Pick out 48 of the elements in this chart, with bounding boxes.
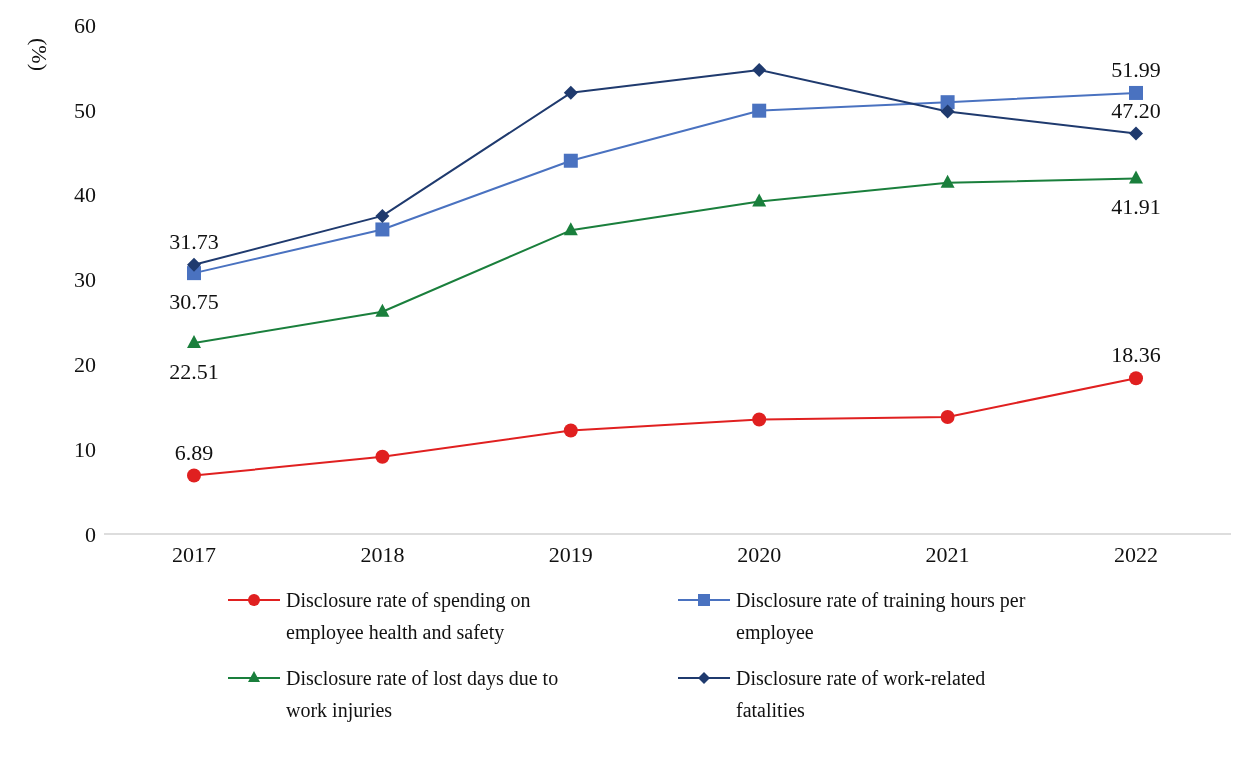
point: [752, 62, 767, 77]
y-tick-label: 10: [74, 436, 96, 462]
data-label: 31.73: [169, 228, 219, 254]
data-label: 51.99: [1111, 56, 1161, 82]
point: [1129, 170, 1143, 184]
legend-label: Disclosure rate of training hours per employee: [736, 588, 1027, 646]
x-tick-label: 2018: [360, 541, 405, 567]
data-label: 30.75: [169, 289, 219, 315]
x-tick-label: 2019: [548, 541, 593, 567]
y-tick-label: 20: [74, 352, 96, 378]
point: [563, 222, 578, 236]
data-label: 6.89: [174, 439, 214, 465]
point: [375, 303, 390, 317]
point: [375, 449, 390, 464]
point: [563, 85, 578, 100]
data-label: 47.20: [1111, 97, 1161, 123]
y-tick-label: 0: [85, 521, 96, 547]
x-tick-label: 2020: [737, 541, 782, 567]
point: [1129, 85, 1143, 100]
x-tick-label: 2022: [1114, 541, 1158, 567]
legend-label: Disclosure rate of spending on employee health and safety: [286, 588, 532, 646]
y-tick-label: 60: [74, 12, 96, 38]
point: [563, 423, 578, 438]
point: [187, 335, 201, 349]
point: [752, 412, 767, 427]
y-tick-label: 50: [74, 97, 96, 123]
point: [1129, 126, 1143, 141]
data-label: 22.51: [169, 359, 219, 385]
point: [375, 208, 390, 223]
point: [940, 104, 955, 119]
data-label: 41.91: [1111, 194, 1161, 220]
x-tick-label: 2021: [925, 541, 970, 567]
point: [187, 468, 201, 483]
y-axis-title: (%): [26, 38, 52, 71]
x-tick-label: 2017: [172, 541, 216, 567]
y-tick-label: 40: [74, 182, 96, 208]
point: [940, 409, 955, 424]
point: [752, 103, 767, 118]
legend-label: Disclosure rate of lost days due to work injuries: [286, 666, 560, 724]
legend-label: Disclosure rate of work-related fatalities: [736, 666, 987, 723]
data-label: 18.36: [1111, 342, 1161, 368]
point: [375, 222, 390, 237]
point: [1129, 371, 1143, 386]
point: [187, 257, 201, 272]
point: [563, 153, 578, 168]
point: [940, 174, 955, 188]
y-tick-label: 30: [74, 267, 96, 293]
point: [752, 193, 767, 207]
